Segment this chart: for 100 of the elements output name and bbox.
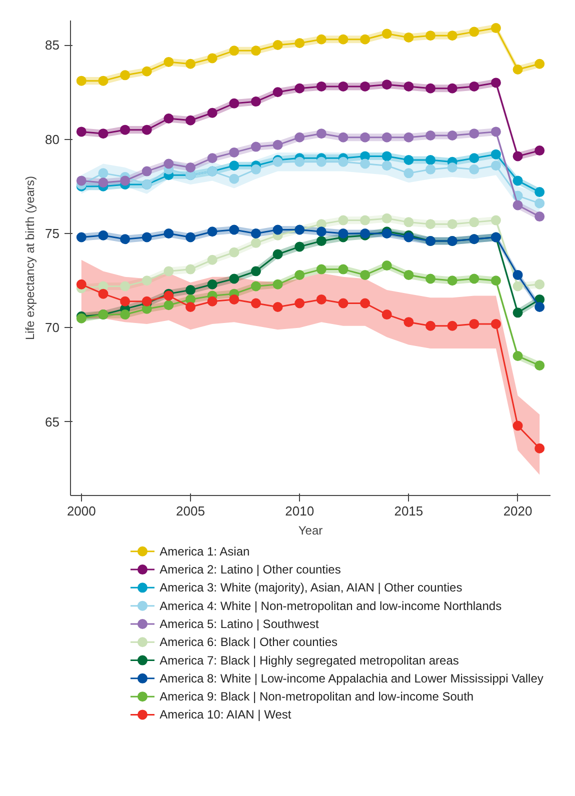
point — [447, 219, 458, 230]
point — [426, 83, 436, 94]
point — [294, 38, 305, 48]
point — [469, 318, 480, 329]
point — [250, 228, 261, 238]
point — [120, 310, 130, 320]
point — [447, 320, 458, 331]
y-tick-label: 75 — [45, 226, 60, 241]
point — [272, 279, 283, 290]
point — [229, 294, 240, 304]
point — [490, 126, 501, 137]
point — [120, 176, 130, 186]
point — [186, 58, 196, 69]
point — [426, 320, 436, 331]
point — [316, 294, 326, 304]
point — [120, 70, 130, 80]
point — [360, 270, 370, 280]
point — [404, 217, 414, 228]
point — [229, 147, 240, 158]
point — [404, 154, 414, 165]
point — [207, 108, 218, 118]
legend-label: America 10: AIAN | West — [160, 708, 292, 722]
point — [76, 279, 86, 290]
point — [512, 351, 523, 362]
point — [229, 247, 240, 258]
point — [512, 270, 523, 280]
point — [316, 81, 326, 92]
x-tick-label: 2005 — [176, 504, 205, 518]
point — [469, 274, 480, 284]
point — [512, 200, 523, 210]
legend-label: America 4: White | Non-metropolitan and low-income Northlands — [160, 598, 502, 613]
point — [164, 300, 174, 310]
point — [98, 128, 108, 139]
point — [338, 132, 348, 142]
point — [272, 87, 283, 98]
point — [360, 34, 370, 44]
x-tick-label: 2000 — [66, 504, 96, 518]
point — [490, 215, 501, 226]
point — [360, 132, 370, 142]
y-tick-label: 85 — [45, 38, 60, 53]
point — [229, 160, 240, 171]
point — [98, 288, 108, 299]
point — [382, 310, 392, 320]
point — [426, 164, 436, 174]
point — [382, 151, 392, 162]
point — [360, 158, 370, 169]
point — [250, 266, 261, 276]
point — [229, 174, 240, 184]
point — [186, 264, 196, 274]
point — [426, 154, 436, 165]
point — [120, 296, 130, 306]
point — [316, 226, 326, 237]
point — [512, 176, 523, 186]
point — [469, 217, 480, 228]
point — [490, 160, 501, 171]
y-axis-title: Life expectancy at birth (years) — [23, 176, 38, 340]
legend-label: America 3: White (majority), Asian, AIAN | Other counties — [160, 580, 462, 595]
point — [229, 98, 240, 108]
point — [294, 83, 305, 94]
point — [490, 78, 501, 88]
point — [338, 215, 348, 226]
point — [207, 279, 218, 290]
point — [316, 128, 326, 139]
point — [447, 162, 458, 173]
point — [250, 46, 261, 56]
point — [316, 34, 326, 44]
point — [272, 224, 283, 235]
point — [76, 76, 86, 86]
x-tick-label: 2010 — [285, 504, 314, 518]
point — [469, 164, 480, 174]
point — [316, 156, 326, 167]
point — [404, 32, 414, 42]
point — [534, 58, 545, 69]
point — [207, 254, 218, 265]
point — [382, 132, 392, 142]
point — [229, 224, 240, 235]
point — [338, 34, 348, 44]
point — [490, 318, 501, 329]
point — [447, 30, 458, 41]
point — [360, 298, 370, 308]
point — [142, 232, 152, 242]
point — [76, 232, 86, 242]
point — [294, 156, 305, 167]
point — [512, 151, 523, 162]
point — [338, 228, 348, 238]
point — [164, 114, 174, 124]
y-tick-label: 80 — [45, 132, 60, 147]
point — [534, 279, 545, 290]
point — [360, 81, 370, 92]
point — [98, 230, 108, 240]
point — [404, 81, 414, 92]
point — [164, 228, 174, 238]
x-tick-label: 2020 — [503, 504, 532, 518]
point — [294, 132, 305, 142]
point — [382, 80, 392, 90]
point — [164, 158, 174, 169]
point — [404, 270, 414, 280]
point — [98, 76, 108, 86]
point — [294, 270, 305, 280]
point — [272, 140, 283, 150]
